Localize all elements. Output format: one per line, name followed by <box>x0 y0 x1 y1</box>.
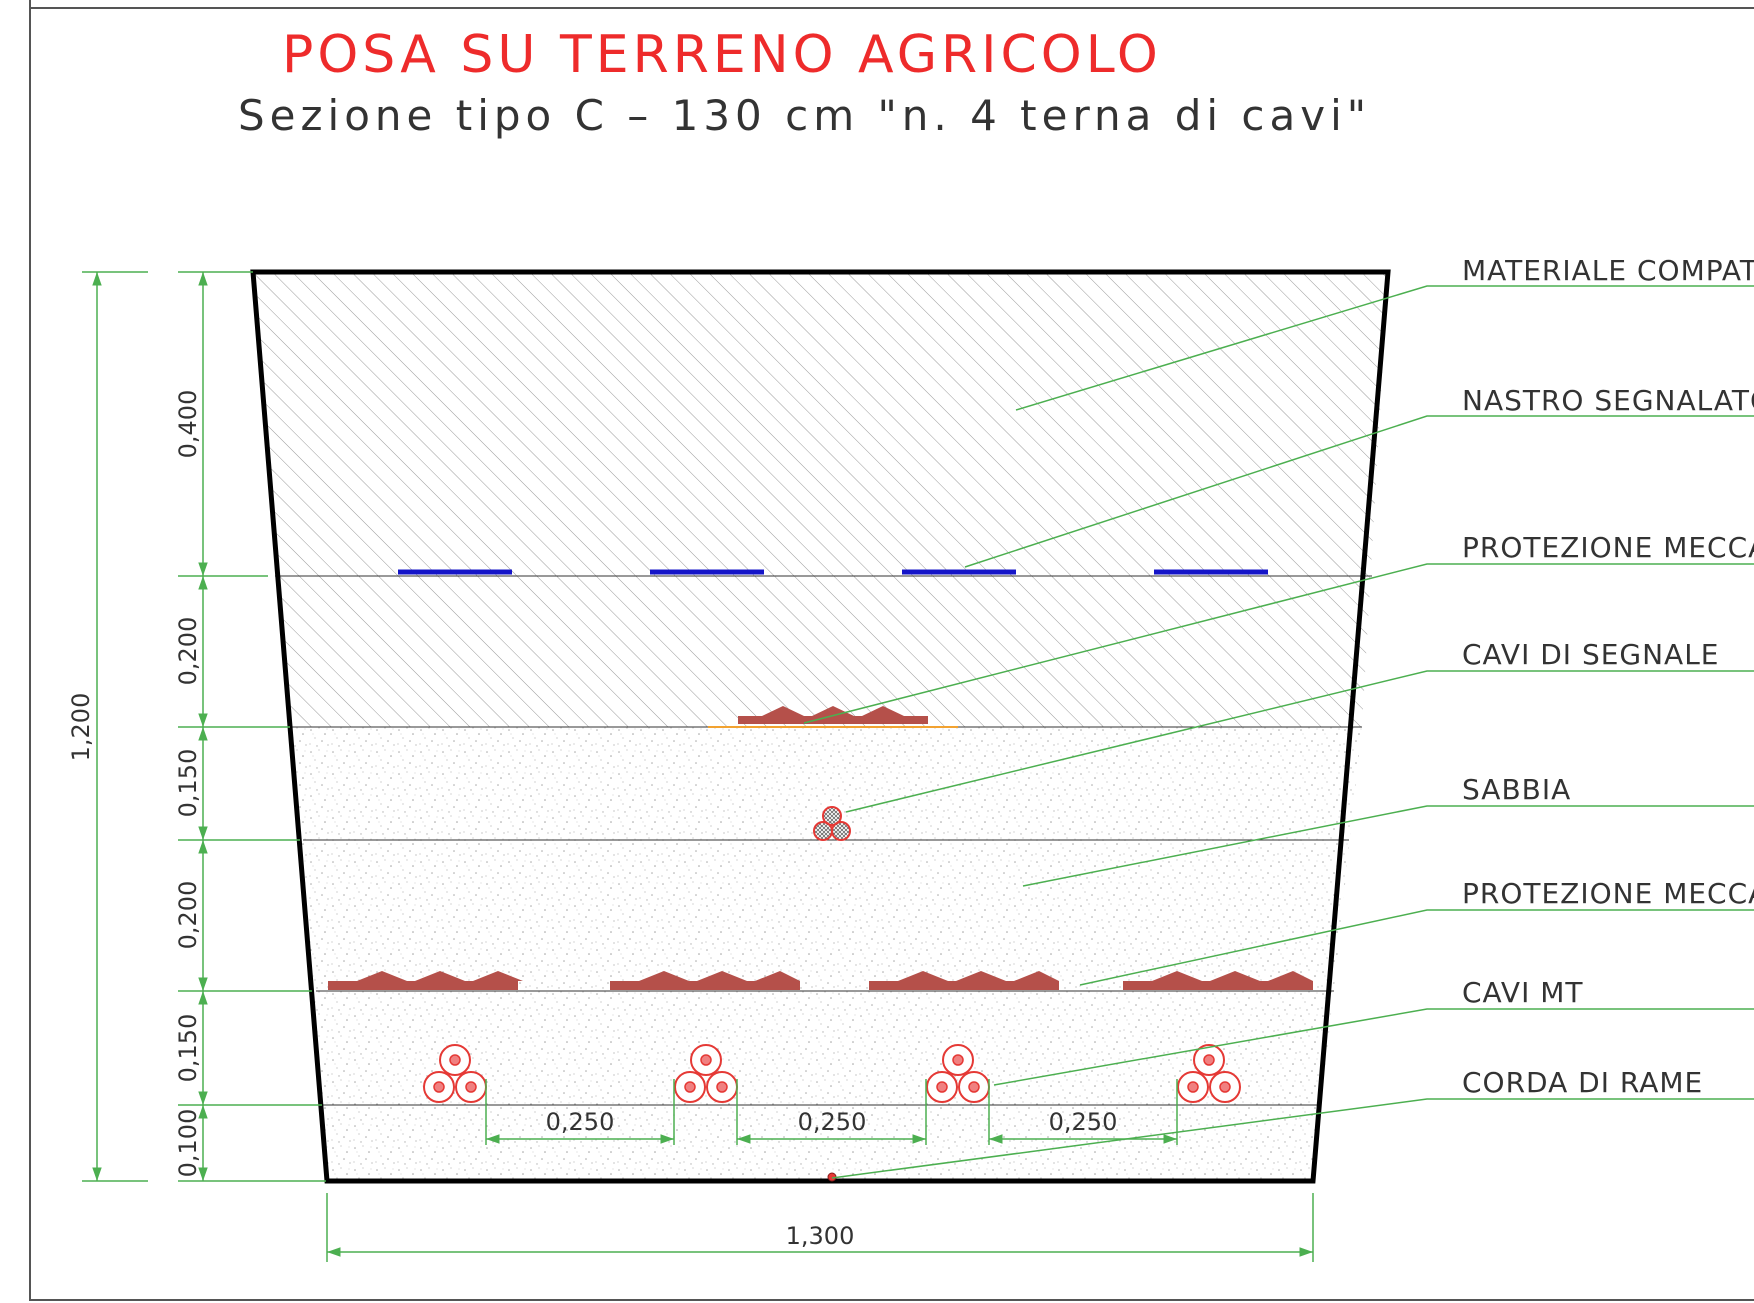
label-nastro-segnalatore: NASTRO SEGNALATORE <box>1462 384 1754 417</box>
mechanical-protection-lower-3 <box>869 971 1059 990</box>
label-cavi-mt: CAVI MT <box>1462 976 1584 1009</box>
label-protezione-meccanica-upper: PROTEZIONE MECCANICA <box>1462 531 1754 564</box>
vertical-dimensions <box>82 271 326 1182</box>
mechanical-protection-lower-2 <box>610 971 800 990</box>
drawing-subtitle: Sezione tipo C – 130 cm "n. 4 terna di c… <box>238 91 1371 140</box>
dim-layer-5: 0,150 <box>174 1014 202 1083</box>
label-cavi-segnale: CAVI DI SEGNALE <box>1462 638 1720 671</box>
dim-spacing-2: 0,250 <box>798 1108 867 1136</box>
horizontal-dimension-labels: 0,250 0,250 0,250 1,300 <box>546 1108 1118 1250</box>
leader-lines <box>803 285 1754 1179</box>
label-corda-rame: CORDA DI RAME <box>1462 1066 1703 1099</box>
leader-protezione-lower <box>1079 909 1754 986</box>
mechanical-protection-lower <box>328 971 1313 990</box>
drawing-frame <box>29 0 1754 1301</box>
leader-protezione-upper <box>803 563 1754 724</box>
mt-cable-triplet-2 <box>674 1044 738 1103</box>
leader-materiale <box>1015 285 1754 411</box>
dim-spacing-1: 0,250 <box>546 1108 615 1136</box>
mt-cables <box>423 1044 1241 1103</box>
label-protezione-meccanica-lower: PROTEZIONE MECCANICA <box>1462 877 1754 910</box>
dim-layer-6: 0,100 <box>174 1109 202 1178</box>
drawing-title: POSA SU TERRENO AGRICOLO <box>282 25 1162 85</box>
dim-layer-1: 0,400 <box>174 390 202 459</box>
dim-total-width: 1,300 <box>786 1222 855 1250</box>
leader-cavi-segnale <box>845 670 1754 813</box>
dim-total-height: 1,200 <box>67 693 95 762</box>
signal-cables <box>813 806 851 841</box>
leader-nastro <box>964 415 1754 568</box>
label-materiale-compattato: MATERIALE COMPATTATO <box>1462 254 1754 287</box>
leader-sabbia <box>1022 805 1754 887</box>
leader-corda <box>831 1098 1754 1179</box>
trench-outline <box>250 269 1391 1184</box>
mechanical-protection-lower-4 <box>1123 971 1313 990</box>
component-labels: MATERIALE COMPATTATO NASTRO SEGNALATORE … <box>1462 254 1754 1099</box>
leader-cavi-mt <box>993 1008 1754 1086</box>
horizontal-dimensions <box>326 1079 1314 1262</box>
label-sabbia: SABBIA <box>1462 773 1571 806</box>
mt-cable-triplet-4 <box>1177 1044 1241 1103</box>
vertical-dimension-labels: 0,400 0,200 0,150 0,200 0,150 0,100 1,20… <box>67 390 202 1178</box>
trench-section <box>250 269 1391 1184</box>
dim-spacing-3: 0,250 <box>1049 1108 1118 1136</box>
dim-layer-3: 0,150 <box>174 749 202 818</box>
mt-cable-triplet-3 <box>926 1044 990 1103</box>
mechanical-protection-lower-1 <box>328 971 523 990</box>
dim-layer-2: 0,200 <box>174 617 202 686</box>
dim-layer-4: 0,200 <box>174 881 202 950</box>
backfill-layer <box>253 272 1388 727</box>
